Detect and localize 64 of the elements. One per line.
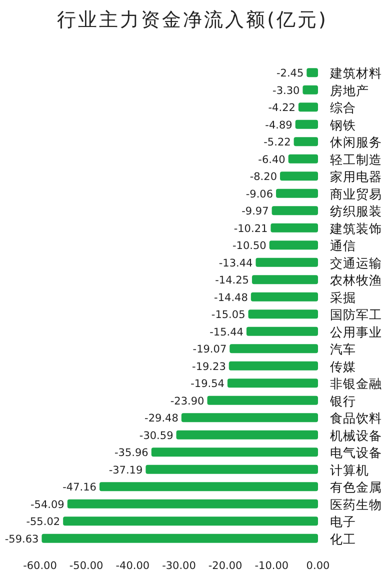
y-tick-label: 商业贸易 bbox=[330, 186, 382, 202]
data-label: -8.20 bbox=[250, 171, 278, 184]
y-tick-label: 建筑装饰 bbox=[329, 220, 382, 236]
data-label: -15.44 bbox=[210, 326, 244, 338]
data-label: -47.16 bbox=[62, 482, 97, 494]
data-label: -13.44 bbox=[218, 257, 254, 270]
y-tick-label: 房地产 bbox=[330, 82, 369, 98]
data-label: -23.90 bbox=[170, 395, 204, 408]
data-label: -37.19 bbox=[108, 464, 143, 476]
data-label: -2.45 bbox=[276, 68, 304, 80]
y-tick-label: 非银金融 bbox=[330, 376, 382, 392]
x-tick-label: -30.00 bbox=[162, 560, 196, 572]
y-tick-label: 银行 bbox=[329, 393, 356, 408]
y-tick-label: 食品饮料 bbox=[330, 410, 382, 426]
y-tick-label: 有色金属 bbox=[330, 480, 382, 495]
x-tick-label: -20.00 bbox=[208, 560, 242, 572]
y-tick-label: 传媒 bbox=[330, 358, 356, 374]
data-label: -4.22 bbox=[268, 102, 296, 114]
data-label: -9.06 bbox=[246, 188, 274, 200]
y-tick-label: 电气设备 bbox=[330, 445, 382, 460]
data-label: -54.09 bbox=[30, 498, 64, 511]
data-label: -15.05 bbox=[211, 309, 246, 322]
y-tick-label: 综合 bbox=[330, 100, 356, 116]
data-label: -19.23 bbox=[192, 360, 226, 373]
x-tick-label: -10.00 bbox=[254, 560, 289, 572]
data-label: -14.25 bbox=[215, 274, 249, 287]
y-tick-label: 化工 bbox=[330, 531, 356, 546]
y-tick-label: 汽车 bbox=[330, 342, 356, 357]
data-label: -55.02 bbox=[26, 516, 60, 528]
data-label: -10.21 bbox=[234, 222, 268, 235]
y-tick-label: 机械设备 bbox=[330, 428, 382, 443]
data-label: -19.07 bbox=[192, 344, 227, 356]
y-tick-label: 纺织服装 bbox=[330, 204, 382, 219]
data-label: -30.59 bbox=[139, 430, 174, 442]
x-tick-label: -40.00 bbox=[116, 560, 150, 572]
y-tick-label: 国防军工 bbox=[330, 307, 382, 322]
data-label: -35.96 bbox=[114, 447, 149, 460]
y-tick-label: 公用事业 bbox=[330, 324, 382, 340]
x-tick-label: -60.00 bbox=[23, 560, 57, 572]
y-tick-label: 医药生物 bbox=[330, 496, 382, 512]
y-tick-label: 交通运输 bbox=[330, 255, 382, 270]
y-tick-label: 轻工制造 bbox=[330, 152, 382, 167]
x-tick-label: -50.00 bbox=[69, 560, 104, 572]
data-label: -59.63 bbox=[4, 533, 39, 546]
y-tick-label: 家用电器 bbox=[330, 169, 382, 184]
data-label: -29.48 bbox=[144, 412, 178, 425]
data-label: -4.89 bbox=[265, 119, 292, 132]
y-tick-label: 农林牧渔 bbox=[330, 272, 382, 288]
data-label: -9.97 bbox=[242, 206, 269, 218]
y-tick-label: 采掘 bbox=[330, 290, 356, 305]
data-label: -19.54 bbox=[190, 378, 225, 390]
y-tick-label: 钢铁 bbox=[329, 117, 356, 132]
data-label: -3.30 bbox=[272, 84, 300, 97]
y-tick-label: 电子 bbox=[330, 514, 356, 530]
data-label: -14.48 bbox=[214, 292, 248, 304]
y-tick-label: 建筑材料 bbox=[329, 66, 382, 81]
chart-title: 行业主力资金净流入额(亿元) bbox=[57, 9, 328, 31]
data-label: -10.50 bbox=[232, 240, 266, 252]
y-tick-label: 休闲服务 bbox=[330, 134, 382, 150]
y-tick-label: 计算机 bbox=[330, 462, 369, 478]
data-label: -6.40 bbox=[258, 154, 286, 166]
data-label: -5.22 bbox=[264, 136, 291, 149]
y-tick-label: 通信 bbox=[330, 238, 356, 254]
x-tick-label: 0.00 bbox=[306, 560, 330, 572]
